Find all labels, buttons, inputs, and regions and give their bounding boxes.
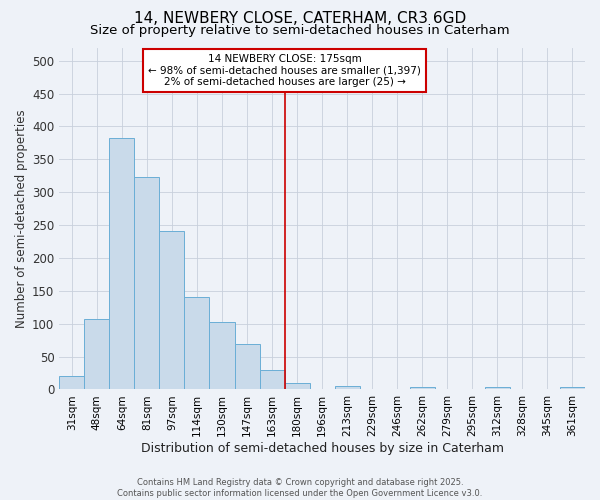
- X-axis label: Distribution of semi-detached houses by size in Caterham: Distribution of semi-detached houses by …: [140, 442, 503, 455]
- Bar: [59, 376, 85, 390]
- Bar: [410, 388, 435, 390]
- Bar: [134, 177, 160, 390]
- Bar: [260, 370, 284, 390]
- Bar: [209, 322, 235, 390]
- Bar: [109, 138, 134, 390]
- Bar: [85, 319, 109, 390]
- Bar: [184, 296, 209, 390]
- Y-axis label: Number of semi-detached properties: Number of semi-detached properties: [15, 109, 28, 328]
- Bar: [284, 383, 310, 390]
- Bar: [335, 386, 359, 390]
- Text: 14 NEWBERY CLOSE: 175sqm
← 98% of semi-detached houses are smaller (1,397)
2% of: 14 NEWBERY CLOSE: 175sqm ← 98% of semi-d…: [148, 54, 421, 88]
- Bar: [160, 231, 184, 390]
- Bar: [560, 387, 585, 390]
- Text: Contains HM Land Registry data © Crown copyright and database right 2025.
Contai: Contains HM Land Registry data © Crown c…: [118, 478, 482, 498]
- Bar: [235, 344, 260, 390]
- Text: 14, NEWBERY CLOSE, CATERHAM, CR3 6GD: 14, NEWBERY CLOSE, CATERHAM, CR3 6GD: [134, 11, 466, 26]
- Text: Size of property relative to semi-detached houses in Caterham: Size of property relative to semi-detach…: [90, 24, 510, 37]
- Bar: [485, 387, 510, 390]
